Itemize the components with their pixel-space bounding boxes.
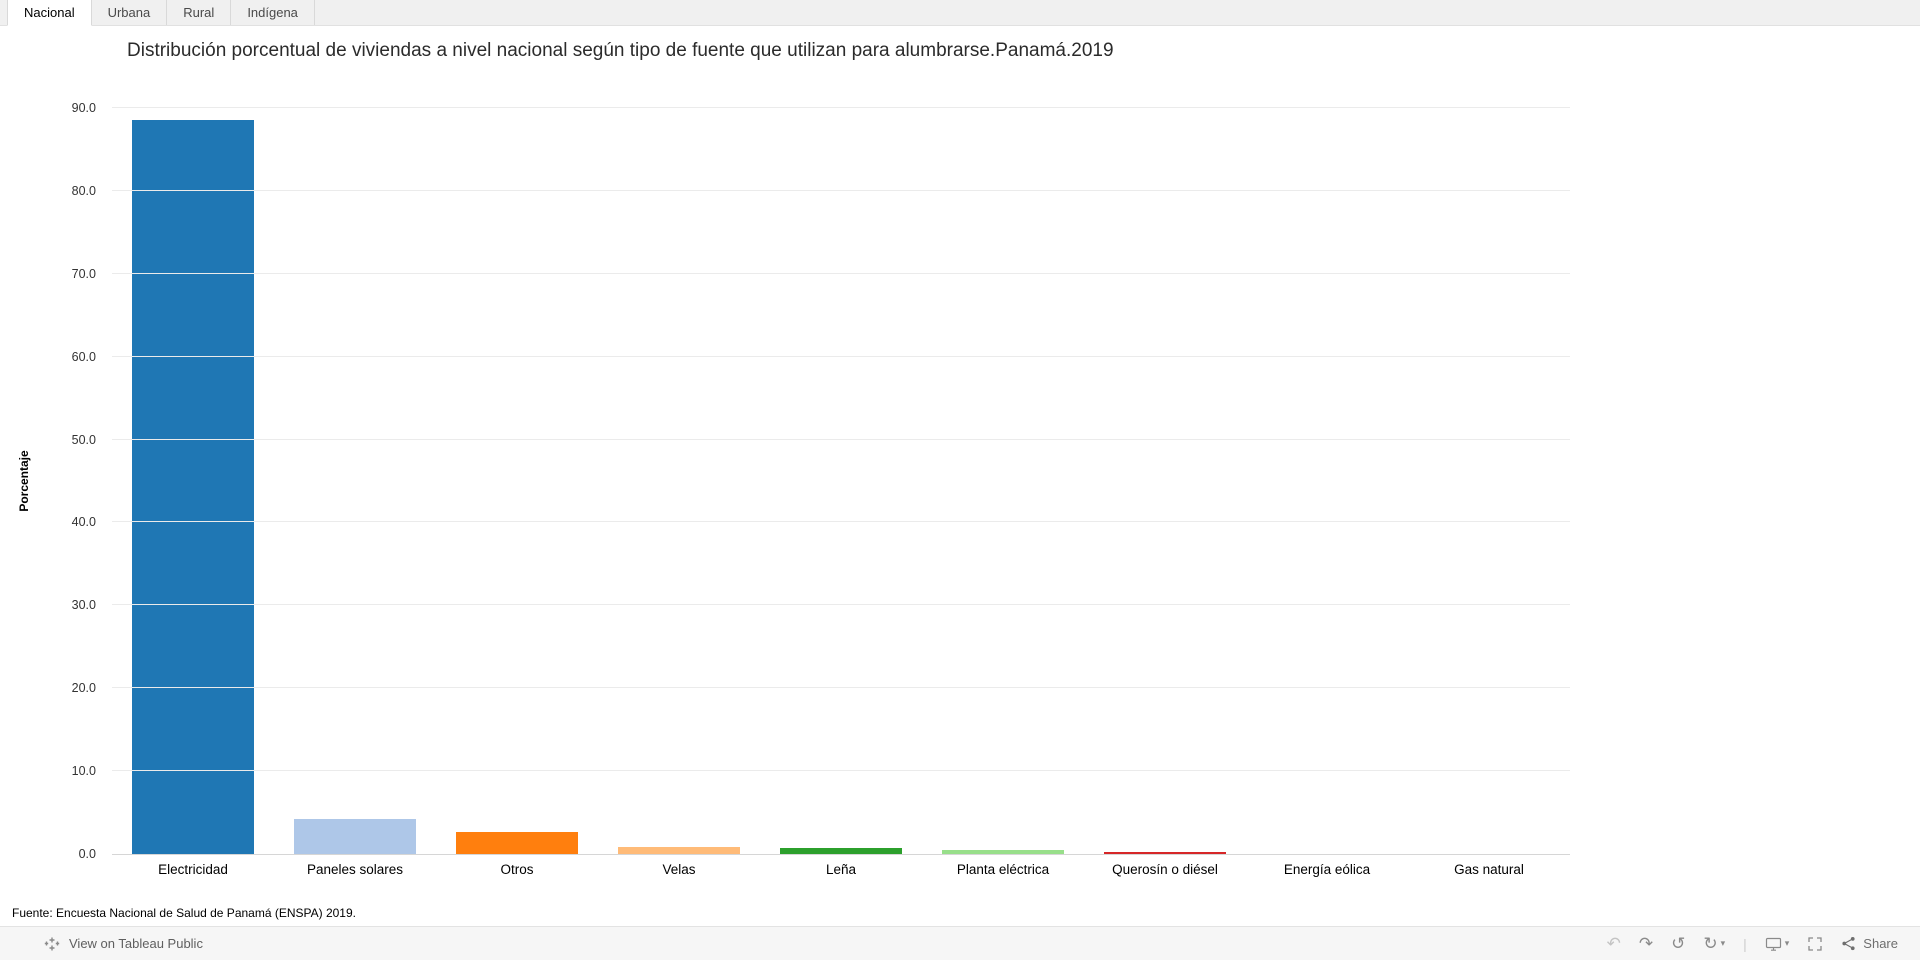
embed-toolbar: View on Tableau Public ↶ ↷ ↺ ↻ ▾ | ▾: [0, 926, 1920, 960]
gridline: [112, 687, 1570, 689]
source-note: Fuente: Encuesta Nacional de Salud de Pa…: [12, 906, 356, 920]
gridline: [112, 604, 1570, 606]
gridline: [112, 189, 1570, 191]
gridline: [112, 770, 1570, 772]
x-axis-labels: Electricidad Paneles solares Otros Velas Leñ…: [112, 862, 1570, 877]
bar-planta-electrica[interactable]: [942, 849, 1064, 854]
chevron-down-icon: ▾: [1720, 938, 1726, 948]
refresh-menu-icon[interactable]: ↻ ▾: [1703, 934, 1726, 953]
x-category-label: Otros: [500, 862, 534, 877]
tab-urbana[interactable]: Urbana: [91, 0, 168, 25]
bar-slot: [274, 108, 436, 854]
bars-container: [112, 108, 1570, 854]
y-tick-label: 30.0: [71, 598, 96, 613]
fullscreen-icon[interactable]: [1807, 936, 1823, 952]
share-button[interactable]: Share: [1841, 936, 1898, 951]
bar-slot: [598, 108, 760, 854]
chart-title: Distribución porcentual de viviendas a n…: [127, 40, 1114, 61]
bar-querosin-o-diesel[interactable]: [1104, 852, 1226, 854]
y-tick-label: 0.0: [78, 847, 96, 861]
x-category-label: Velas: [662, 862, 696, 877]
x-category-label: Querosín o diésel: [1112, 862, 1218, 877]
bar-slot: [1408, 108, 1570, 854]
x-category-label: Electricidad: [158, 862, 228, 877]
x-category-label: Gas natural: [1454, 862, 1524, 877]
bar-slot: [922, 108, 1084, 854]
plot-area: [112, 107, 1570, 855]
gridline: [112, 107, 1570, 108]
reset-icon[interactable]: ↺: [1671, 934, 1686, 953]
view-on-tableau-public-label: View on Tableau Public: [69, 936, 203, 951]
tab-indigena[interactable]: Indígena: [231, 0, 315, 25]
y-tick-label: 60.0: [71, 349, 96, 364]
x-category-label: Paneles solares: [306, 862, 404, 877]
x-category-label: Leña: [825, 862, 857, 877]
y-tick-label: 80.0: [71, 183, 96, 198]
undo-icon[interactable]: ↶: [1606, 934, 1621, 953]
y-tick-label: 20.0: [71, 681, 96, 696]
y-tick-label: 50.0: [71, 432, 96, 447]
gridline: [112, 438, 1570, 440]
gridline: [112, 521, 1570, 523]
tableau-logo-icon: [44, 936, 60, 952]
share-icon: [1841, 936, 1856, 951]
bar-slot: [112, 108, 274, 854]
toolbar-separator: |: [1743, 935, 1747, 952]
bar-slot: [760, 108, 922, 854]
y-tick-label: 40.0: [71, 515, 96, 530]
bar-slot: [1084, 108, 1246, 854]
y-axis-tick-labels: 0.0 10.0 20.0 30.0 40.0 50.0 60.0 70.0 80.0 90.0: [20, 101, 104, 861]
gridline: [112, 355, 1570, 357]
y-tick-label: 90.0: [71, 101, 96, 115]
redo-icon[interactable]: ↷: [1638, 934, 1654, 953]
tab-nacional[interactable]: Nacional: [7, 0, 92, 26]
bar-paneles-solares[interactable]: [294, 819, 416, 854]
view-on-tableau-public-link[interactable]: View on Tableau Public: [44, 936, 203, 952]
gridline: [112, 272, 1570, 274]
bar-velas[interactable]: [618, 846, 740, 854]
x-category-label: Planta eléctrica: [956, 862, 1050, 877]
bar-electricidad[interactable]: [132, 120, 254, 854]
toolbar-actions: ↶ ↷ ↺ ↻ ▾ | ▾: [1607, 935, 1898, 952]
chevron-down-icon: ▾: [1784, 938, 1790, 948]
tab-rural[interactable]: Rural: [167, 0, 232, 25]
x-category-label: Energía eólica: [1283, 862, 1371, 877]
bar-slot: [1246, 108, 1408, 854]
bar-lena[interactable]: [780, 848, 902, 854]
share-label: Share: [1863, 936, 1898, 951]
sheet-tabs: Nacional Urbana Rural Indígena: [0, 0, 1920, 26]
bar-otros[interactable]: [456, 831, 578, 854]
bar-slot: [436, 108, 598, 854]
y-tick-label: 10.0: [71, 764, 96, 779]
y-tick-label: 70.0: [71, 266, 96, 281]
device-preview-menu-icon[interactable]: ▾: [1765, 936, 1790, 952]
